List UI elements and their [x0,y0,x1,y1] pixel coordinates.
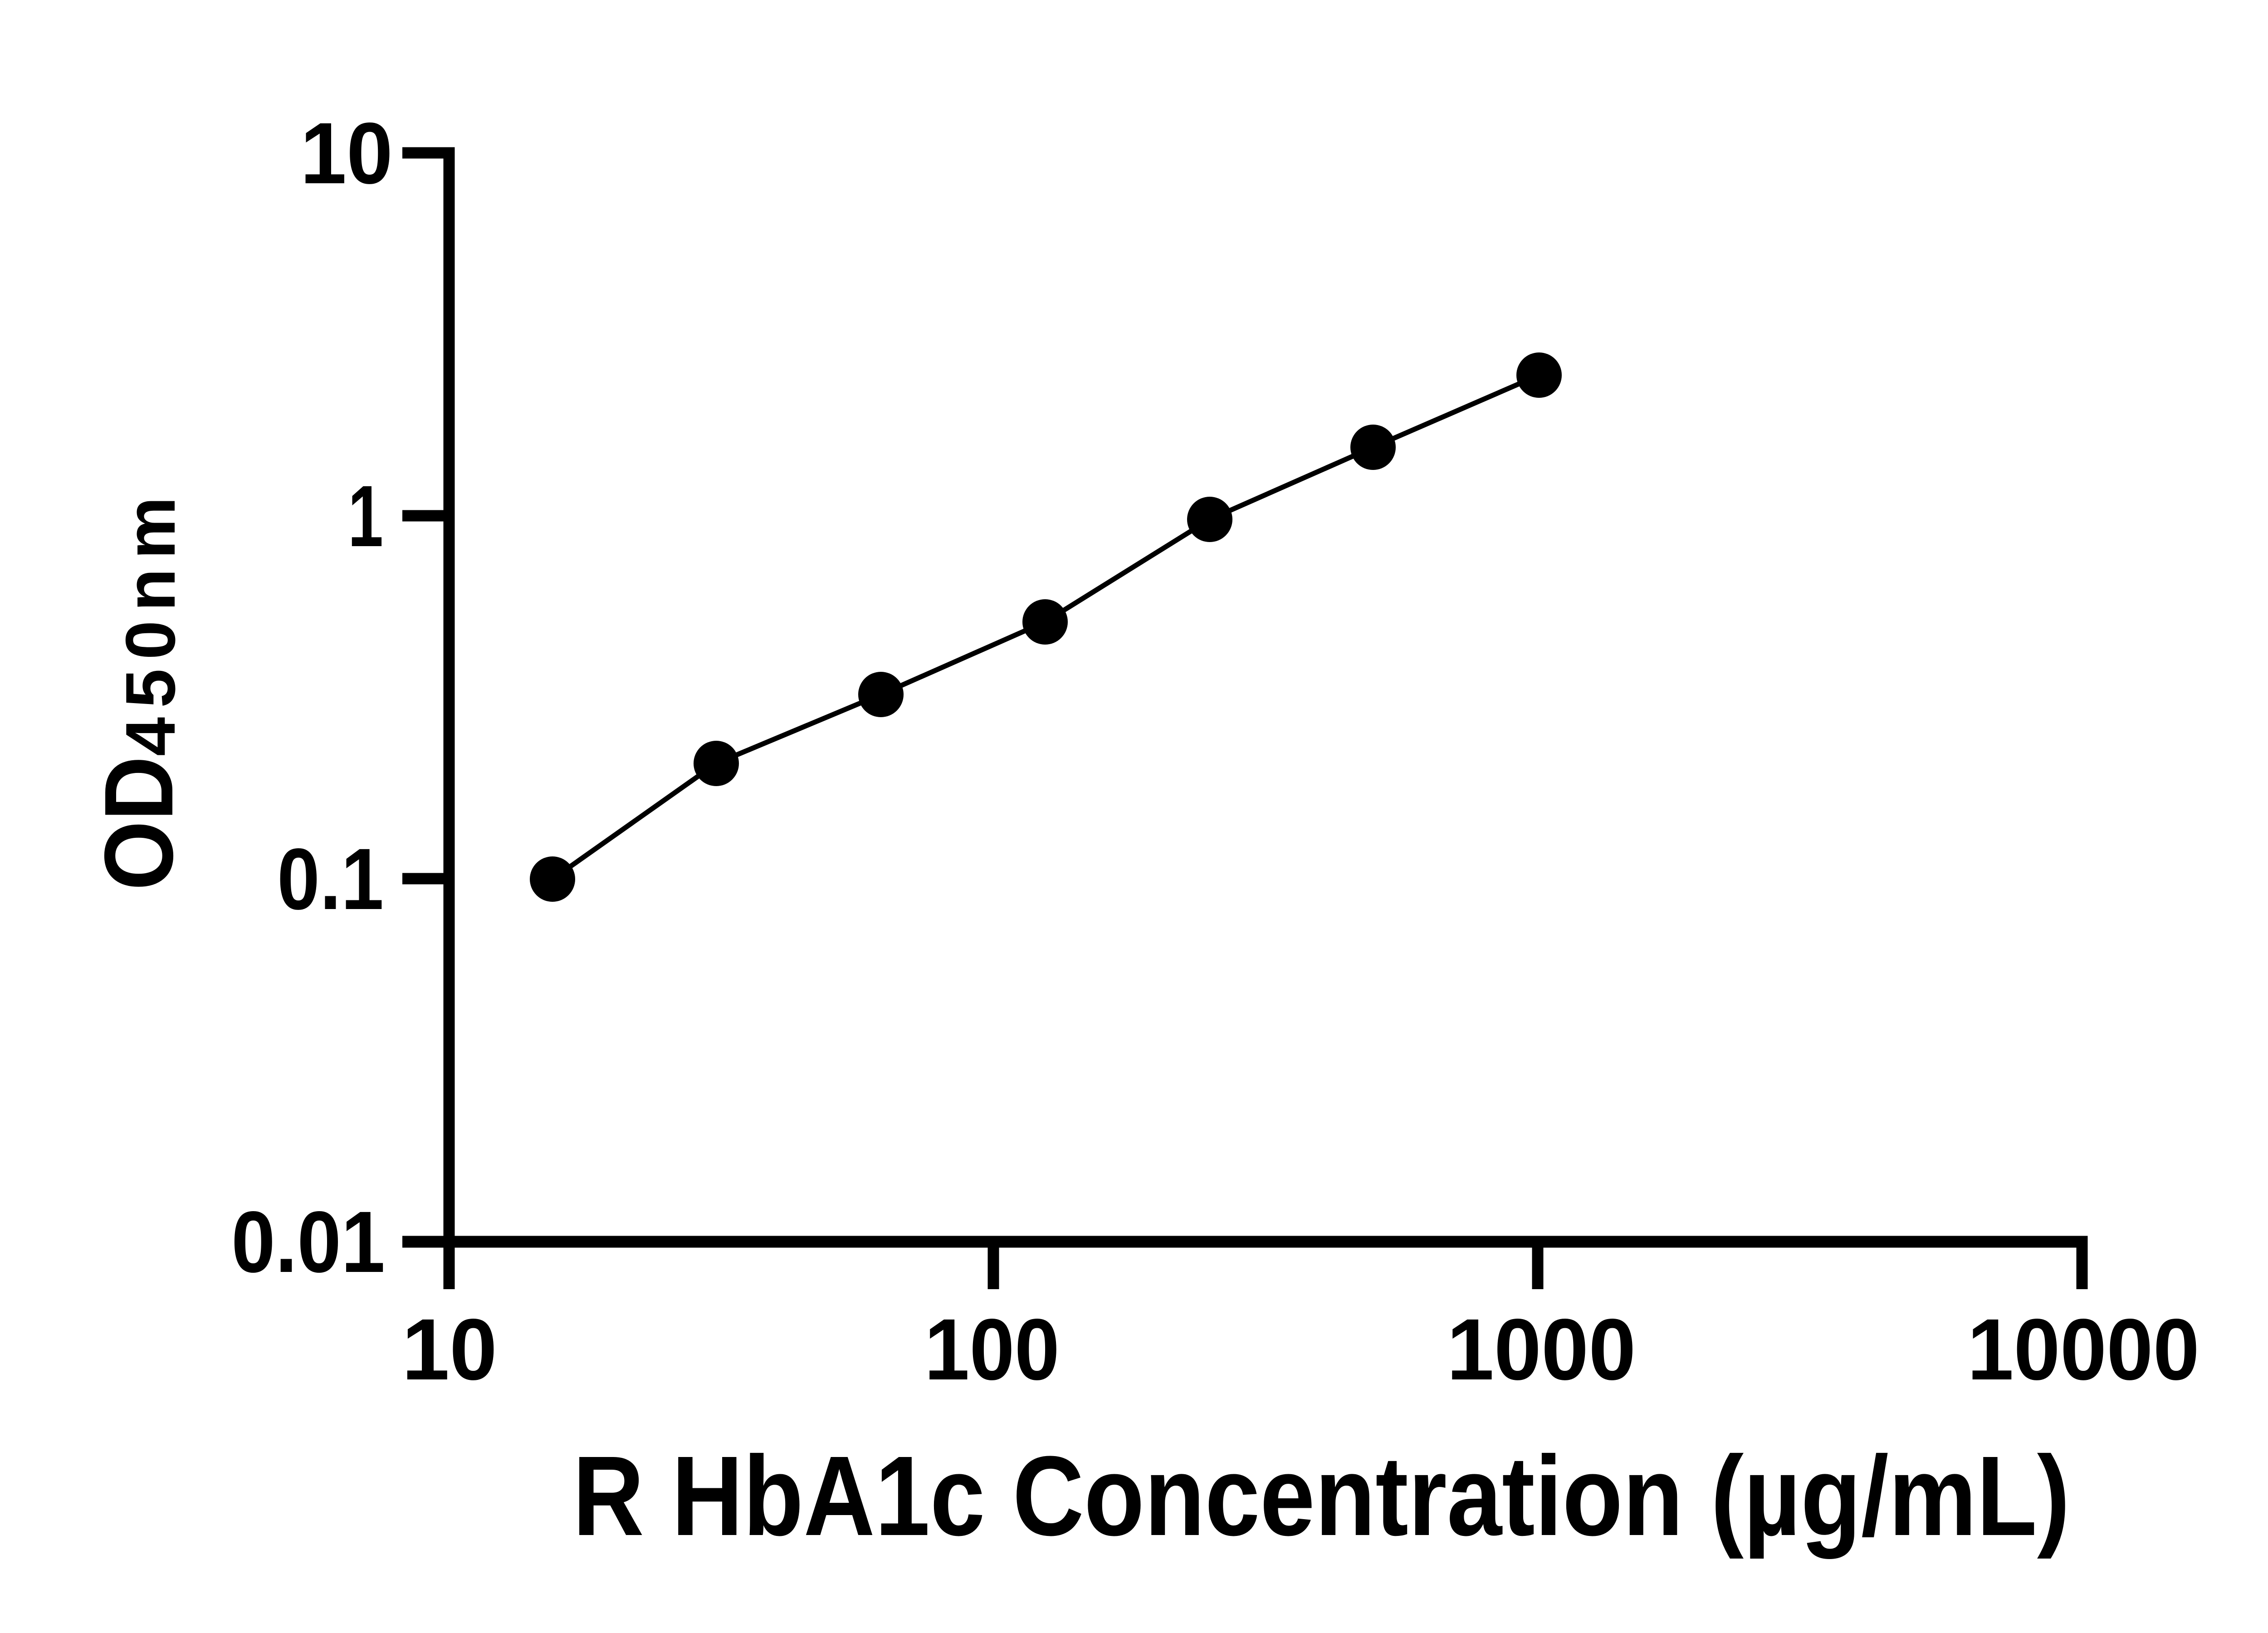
svg-text:10: 10 [300,104,393,202]
svg-text:100: 100 [924,1301,1060,1398]
svg-text:10000: 10000 [1967,1301,2200,1398]
svg-text:0.1: 0.1 [277,830,384,928]
svg-text:1: 1 [348,467,383,565]
svg-text:1000: 1000 [1447,1301,1636,1398]
svg-text:10: 10 [402,1301,497,1398]
svg-text:0.01: 0.01 [231,1193,385,1291]
svg-text:R HbA1c Concentration (µg/mL): R HbA1c Concentration (µg/mL) [573,1433,2070,1559]
